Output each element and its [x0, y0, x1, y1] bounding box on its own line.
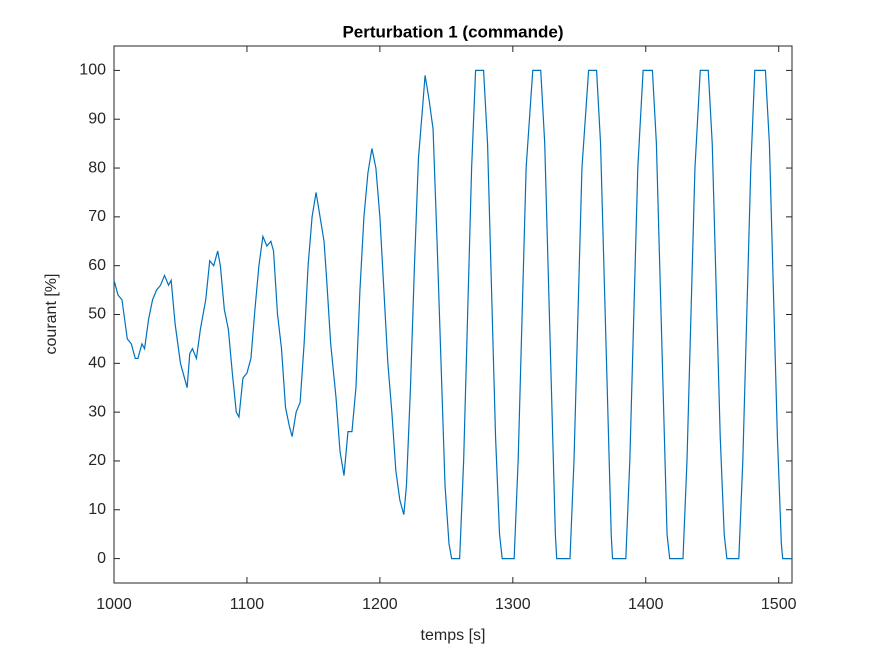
- x-tick-label: 1000: [96, 596, 132, 613]
- y-tick-label: 100: [79, 62, 106, 79]
- y-tick-label: 90: [88, 110, 106, 127]
- y-tick-label: 30: [88, 403, 106, 420]
- y-axis-label: courant [%]: [43, 274, 60, 355]
- plot-area: [113, 45, 793, 584]
- data-line: [113, 69, 792, 560]
- x-tick-label: 1500: [761, 596, 797, 613]
- chart-title: Perturbation 1 (commande): [342, 22, 563, 41]
- y-tick-label: 20: [88, 452, 106, 469]
- y-tick-label: 50: [88, 306, 106, 323]
- y-tick-label: 10: [88, 501, 106, 518]
- x-tick-label: 1400: [628, 596, 664, 613]
- y-tick-label: 70: [88, 208, 106, 225]
- x-tick-label: 1100: [230, 596, 265, 613]
- y-tick-label: 40: [88, 355, 106, 372]
- y-tick-label: 60: [88, 257, 106, 274]
- y-tick-label: 80: [88, 159, 106, 176]
- x-tick-label: 1300: [495, 596, 531, 613]
- x-axis-label: temps [s]: [421, 627, 486, 644]
- y-tick-label: 0: [97, 550, 106, 567]
- x-tick-label: 1200: [362, 596, 398, 613]
